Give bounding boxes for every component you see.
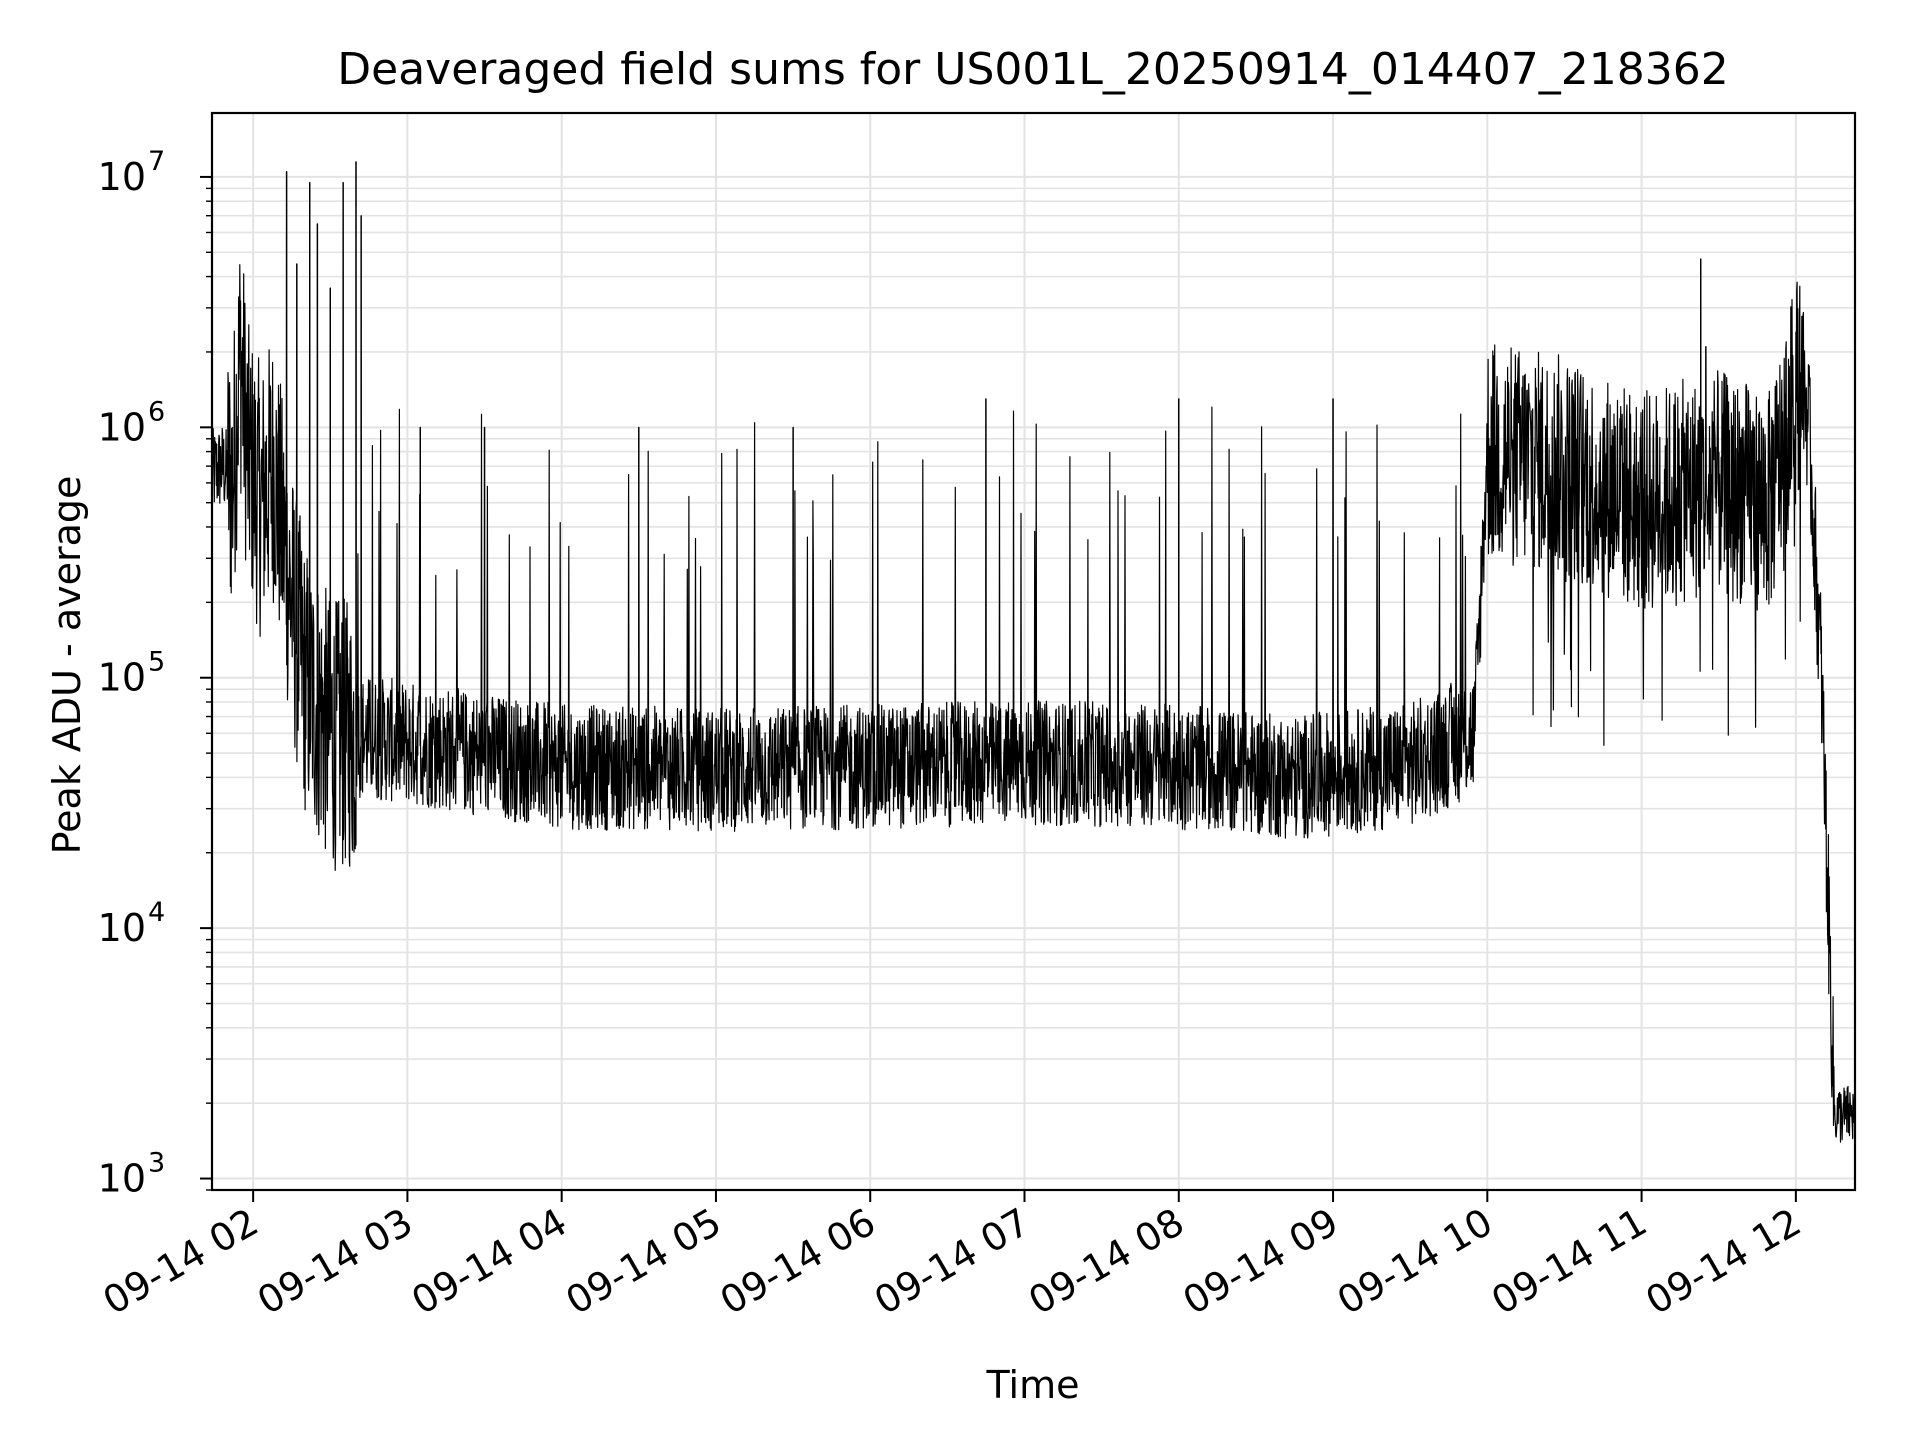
plot-area bbox=[211, 161, 1856, 1143]
y-tick-label: 10 bbox=[98, 405, 146, 449]
y-tick-exponent: 7 bbox=[148, 146, 165, 177]
y-tick-exponent: 6 bbox=[148, 396, 165, 427]
y-tick-label: 10 bbox=[98, 1157, 146, 1201]
y-tick-exponent: 3 bbox=[148, 1148, 165, 1179]
y-tick-label: 10 bbox=[98, 906, 146, 950]
y-tick-label: 10 bbox=[98, 656, 146, 700]
y-tick-exponent: 5 bbox=[148, 647, 165, 678]
chart-title: Deaveraged field sums for US001L_2025091… bbox=[337, 44, 1729, 95]
y-axis-label: Peak ADU - average bbox=[45, 476, 89, 855]
y-tick-label: 10 bbox=[98, 155, 146, 199]
x-axis-label: Time bbox=[986, 1363, 1080, 1407]
series-line bbox=[211, 161, 1856, 1143]
y-tick-exponent: 4 bbox=[148, 897, 165, 928]
plot-frame bbox=[210, 111, 1857, 1192]
